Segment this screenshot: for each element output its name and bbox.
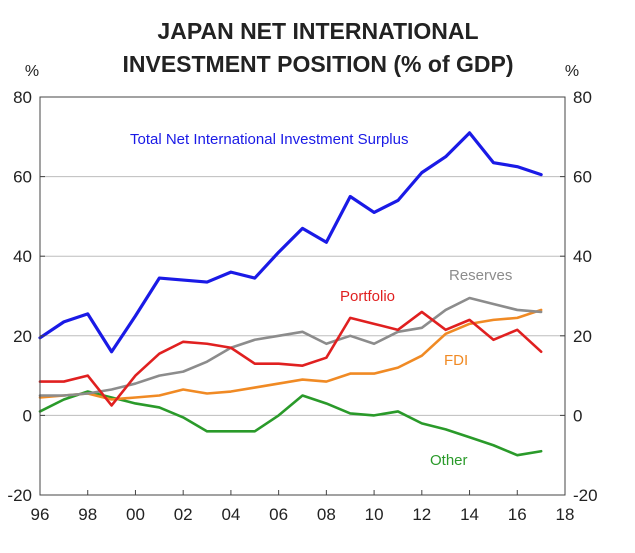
series-line-reserves	[38, 296, 543, 397]
y-tick-label-left: -20	[7, 486, 32, 505]
x-tick-label: 00	[126, 505, 145, 524]
label-reserves: Reserves	[449, 267, 512, 284]
plot-frame	[39, 96, 566, 496]
y-tick-label-right: 40	[573, 247, 592, 266]
y-unit-left: %	[25, 63, 39, 80]
y-tick-label-left: 80	[13, 88, 32, 107]
x-tick-label: 04	[221, 505, 240, 524]
label-other: Other	[430, 452, 468, 469]
label-fdi: FDI	[444, 352, 468, 369]
y-tick-label-right: -20	[573, 486, 598, 505]
chart-title-line-1: JAPAN NET INTERNATIONAL	[157, 18, 478, 44]
x-tick-label: 02	[174, 505, 193, 524]
x-tick-label: 08	[317, 505, 336, 524]
y-unit-right: %	[565, 63, 579, 80]
x-tick-label: 98	[78, 505, 97, 524]
gridlines	[40, 176, 565, 416]
y-tick-label-left: 0	[23, 406, 32, 425]
series-line-total-net-international-investment-surplus	[38, 131, 543, 354]
chart-title-line-2: INVESTMENT POSITION (% of GDP)	[122, 51, 513, 77]
label-total: Total Net International Investment Surpl…	[130, 131, 408, 148]
x-tick-label: 06	[269, 505, 288, 524]
x-tick-label: 10	[365, 505, 384, 524]
series-lines	[38, 131, 543, 457]
series-line-fdi	[38, 308, 543, 401]
y-tick-label-left: 60	[13, 168, 32, 187]
y-tick-label-left: 40	[13, 247, 32, 266]
y-tick-label-left: 20	[13, 327, 32, 346]
y-tick-label-right: 20	[573, 327, 592, 346]
x-tick-label: 14	[460, 505, 479, 524]
y-tick-label-right: 60	[573, 168, 592, 187]
x-tick-label: 16	[508, 505, 527, 524]
x-tick-label: 12	[412, 505, 431, 524]
x-tick-label: 96	[31, 505, 50, 524]
x-tick-label: 18	[556, 505, 575, 524]
y-tick-label-right: 0	[573, 406, 582, 425]
label-portfolio: Portfolio	[340, 288, 395, 305]
series-line-portfolio	[38, 310, 543, 407]
series-line-other	[38, 390, 543, 457]
y-tick-label-right: 80	[573, 88, 592, 107]
